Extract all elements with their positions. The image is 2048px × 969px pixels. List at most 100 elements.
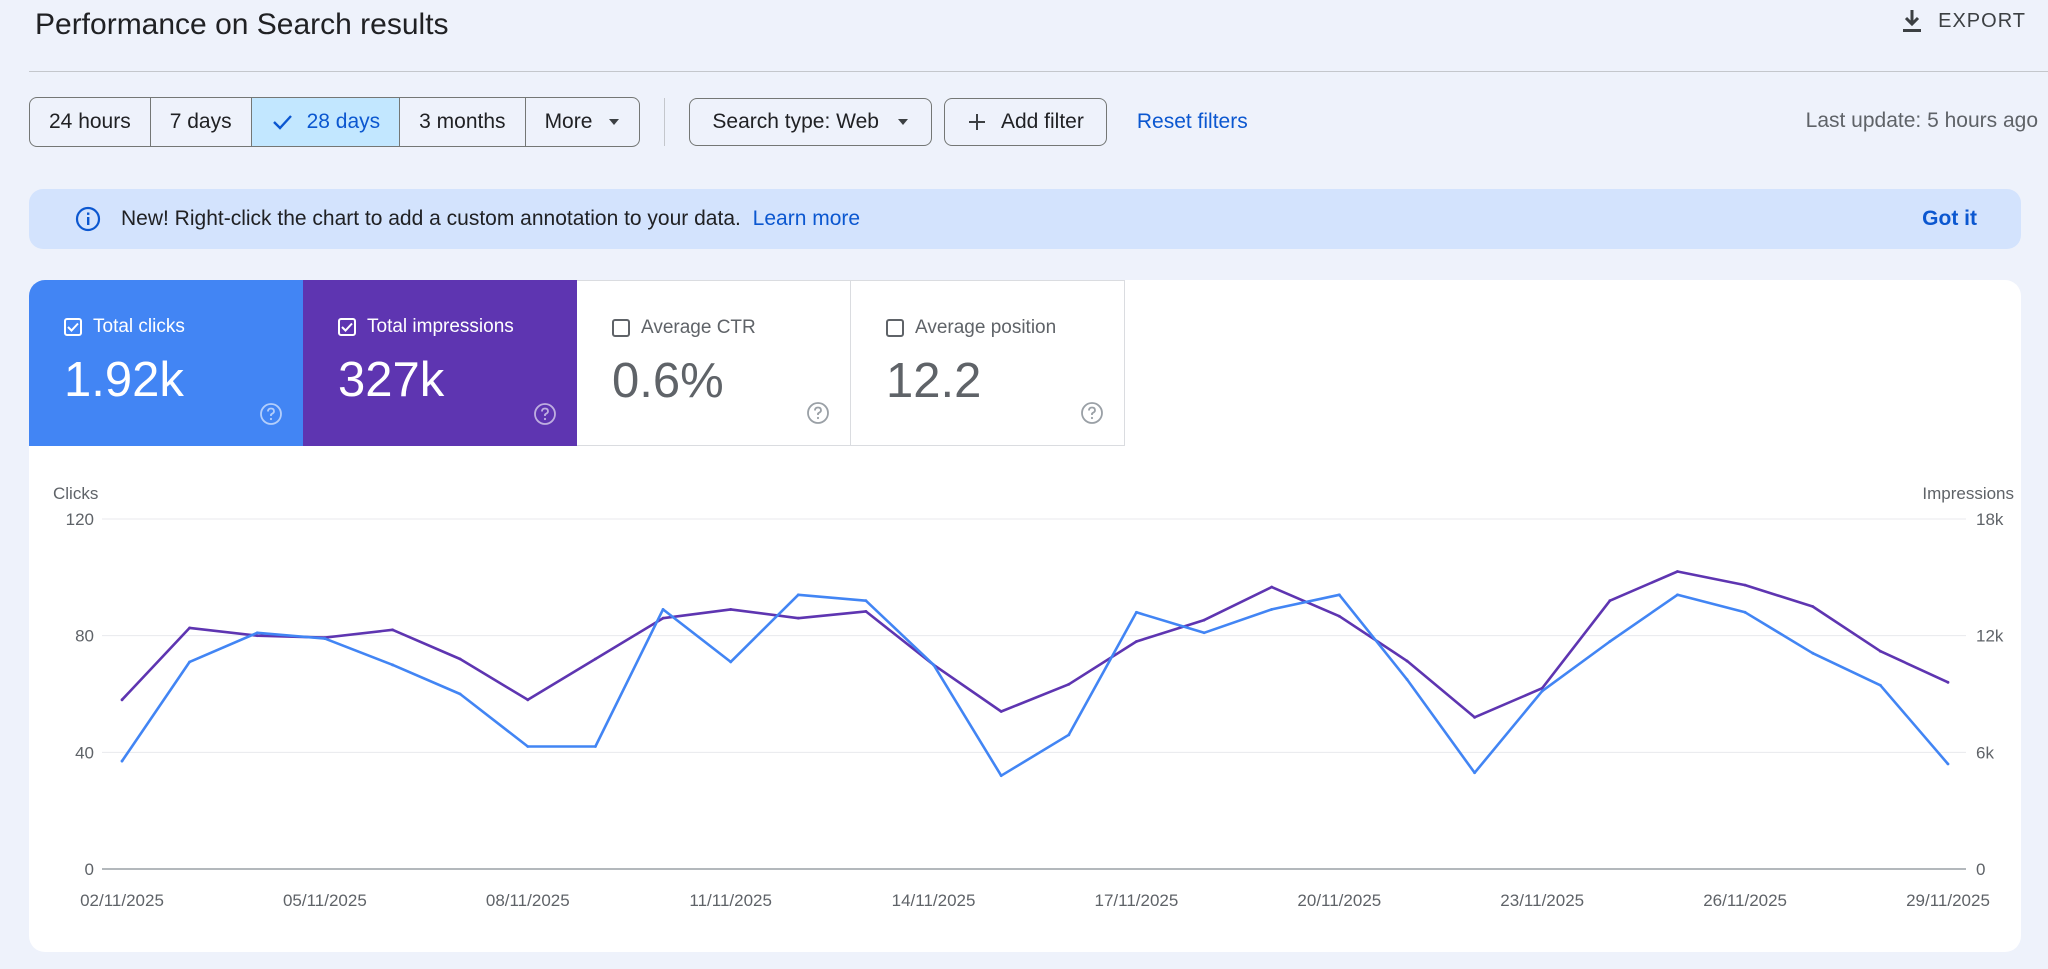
metric-label: Average CTR	[641, 317, 756, 338]
data-point-clicks	[1676, 593, 1679, 597]
checkbox-unchecked-icon[interactable]	[886, 319, 904, 337]
data-point-clicks	[1473, 771, 1476, 775]
data-point-impressions	[120, 698, 124, 702]
data-point-impressions	[864, 609, 868, 613]
data-point-impressions	[526, 698, 530, 702]
metric-value: 1.92k	[64, 353, 184, 407]
last-update-text: Last update: 5 hours ago	[1805, 109, 2038, 132]
data-point-clicks	[1608, 640, 1612, 643]
data-point-impressions	[255, 634, 259, 638]
data-point-impressions	[1743, 583, 1747, 587]
metric-header: Average CTR	[612, 317, 756, 339]
metric-label: Average position	[915, 317, 1057, 338]
data-point-impressions	[1270, 585, 1274, 589]
range-28-days[interactable]: 28 days	[251, 98, 401, 146]
data-point-impressions	[391, 628, 394, 632]
learn-more-link[interactable]: Learn more	[752, 207, 861, 230]
range-24-hours[interactable]: 24 hours	[30, 98, 151, 146]
download-icon	[1903, 10, 1922, 32]
metric-average-ctr[interactable]: Average CTR 0.6%	[577, 280, 851, 446]
data-point-impressions	[1540, 686, 1544, 690]
filter-divider	[664, 98, 666, 146]
data-point-impressions	[999, 710, 1003, 713]
metric-value: 12.2	[886, 354, 982, 408]
data-point-impressions	[796, 616, 800, 620]
data-point-clicks	[594, 745, 597, 748]
metric-header: Average position	[886, 317, 1056, 339]
help-icon[interactable]	[259, 402, 283, 426]
performance-chart[interactable]: 0 0 40 6k 80 12k 120 18k Clicks Impressions 02/11/…	[29, 280, 2021, 952]
range-more-label: More	[544, 110, 593, 133]
filter-bar: 24 hours 7 days 28 days 3 months More Se…	[29, 97, 1248, 147]
add-filter-label: Add filter	[1000, 110, 1084, 133]
data-point-clicks	[1743, 610, 1747, 614]
page-title: Performance on Search results	[35, 8, 449, 41]
data-point-impressions	[594, 657, 597, 661]
help-icon[interactable]	[533, 402, 557, 426]
metric-label: Total impressions	[367, 316, 514, 337]
plus-icon	[968, 114, 985, 130]
banner-message: New! Right-click the chart to add a cust…	[121, 207, 860, 231]
data-point-clicks	[1878, 683, 1882, 687]
x-tick-label: 23/11/2025	[1500, 891, 1584, 910]
data-point-clicks	[1811, 651, 1815, 655]
range-more-dropdown[interactable]: More	[526, 98, 640, 146]
data-point-impressions	[661, 616, 665, 620]
x-tick-label: 11/11/2025	[689, 891, 772, 910]
banner-text: New! Right-click the chart to add a cust…	[121, 207, 741, 230]
reset-filters-link[interactable]: Reset filters	[1136, 110, 1248, 133]
check-icon	[272, 115, 292, 130]
header-divider	[29, 71, 2048, 72]
data-point-clicks	[932, 663, 935, 667]
export-label: EXPORT	[1938, 9, 2026, 32]
series-line-total-impressions	[121, 570, 1949, 719]
data-point-clicks	[1067, 733, 1071, 737]
metric-total-impressions[interactable]: Total impressions 327k	[303, 280, 577, 446]
data-point-clicks	[729, 660, 733, 664]
metric-header: Total impressions	[338, 316, 514, 338]
data-point-clicks	[1540, 689, 1544, 693]
data-point-clicks	[458, 692, 462, 696]
data-point-impressions	[1878, 649, 1882, 653]
y-right-tick-label: 12k	[1976, 627, 2004, 646]
y-left-tick-label: 80	[75, 627, 94, 646]
annotation-banner: New! Right-click the chart to add a cust…	[29, 189, 2021, 249]
metric-label: Total clicks	[93, 316, 185, 337]
x-tick-label: 26/11/2025	[1703, 891, 1787, 910]
data-point-clicks	[864, 599, 868, 603]
range-28-days-label: 28 days	[306, 110, 381, 133]
metric-average-position[interactable]: Average position 12.2	[851, 280, 1125, 446]
x-tick-label: 29/11/2025	[1906, 891, 1990, 910]
info-icon	[75, 206, 101, 232]
data-point-impressions	[729, 608, 733, 611]
data-point-clicks	[1270, 608, 1274, 611]
range-3-months[interactable]: 3 months	[400, 98, 526, 146]
help-icon[interactable]	[1080, 401, 1104, 425]
performance-card: Total clicks 1.92k Total impressions 327…	[29, 280, 2021, 952]
data-point-clicks	[999, 774, 1003, 778]
y-left-tick-label: 0	[85, 860, 94, 879]
metric-value: 0.6%	[612, 354, 724, 408]
got-it-button[interactable]: Got it	[1922, 207, 1977, 230]
y-right-tick-label: 0	[1976, 860, 1985, 879]
search-type-label: Search type: Web	[712, 110, 879, 133]
data-point-impressions	[1202, 618, 1206, 622]
export-button[interactable]: EXPORT	[1900, 8, 2026, 34]
help-icon[interactable]	[806, 401, 830, 425]
data-point-clicks	[526, 745, 530, 748]
metric-header: Total clicks	[64, 316, 185, 338]
data-point-impressions	[458, 657, 462, 661]
checkbox-unchecked-icon[interactable]	[612, 319, 630, 337]
checkbox-checked-icon[interactable]	[338, 318, 356, 336]
search-type-dropdown[interactable]: Search type: Web	[689, 98, 932, 146]
range-7-days[interactable]: 7 days	[151, 98, 252, 146]
data-point-clicks	[391, 663, 394, 667]
data-point-clicks	[661, 608, 665, 611]
x-tick-label: 02/11/2025	[80, 891, 164, 910]
add-filter-button[interactable]: Add filter	[943, 98, 1107, 146]
x-tick-label: 17/11/2025	[1095, 891, 1179, 910]
data-point-impressions	[1811, 605, 1815, 608]
checkbox-checked-icon[interactable]	[64, 318, 82, 336]
metric-total-clicks[interactable]: Total clicks 1.92k	[29, 280, 303, 446]
data-point-impressions	[1405, 659, 1409, 663]
